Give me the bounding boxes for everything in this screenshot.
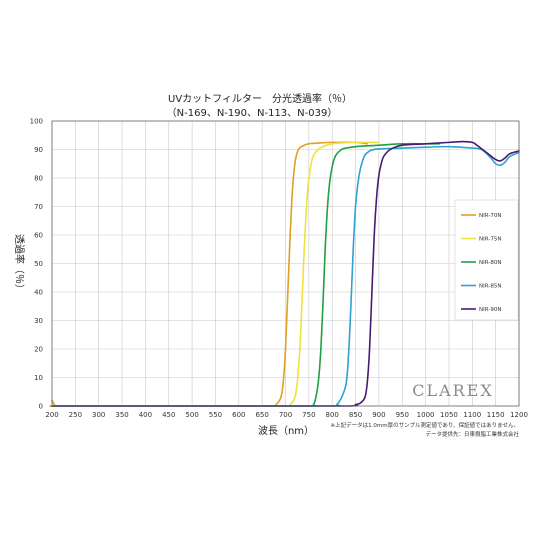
x-tick-label: 850 <box>349 411 362 419</box>
measurement-note: ※上記データは1.0mm厚のサンプル測定値であり、保証値ではありません。 <box>331 421 519 429</box>
x-tick-label: 600 <box>232 411 245 419</box>
y-tick-label: 10 <box>34 374 43 382</box>
x-tick-label: 500 <box>185 411 198 419</box>
grid <box>51 120 520 407</box>
legend-label: NIR-70N <box>479 213 501 219</box>
chart-title: UVカットフィルター 分光透過率（％） <box>168 92 352 105</box>
x-tick-label: 750 <box>302 411 315 419</box>
y-tick-label: 70 <box>34 203 43 211</box>
x-tick-label: 350 <box>115 411 128 419</box>
x-tick-label: 300 <box>92 411 105 419</box>
series-line-nir-90n <box>51 140 520 407</box>
y-tick-label: 50 <box>34 260 43 268</box>
legend-label: NIR-75N <box>479 237 501 243</box>
y-tick-label: 30 <box>34 317 43 325</box>
x-tick-label: 450 <box>162 411 175 419</box>
legend-label: NIR-80N <box>479 260 501 266</box>
series-line-nir-85n <box>51 145 520 407</box>
x-axis-title: 波長（nm） <box>258 424 314 437</box>
y-tick-label: 100 <box>30 118 43 126</box>
x-axis-ticks: 200 250 300 350 400 450 500 550 600 650 700 750 800 8… <box>45 411 528 419</box>
y-axis-title: 透過率（％） <box>13 234 26 294</box>
chart-subtitle: （N-169、N-190、N-113、N-039） <box>167 107 338 119</box>
x-tick-label: 700 <box>279 411 292 419</box>
x-tick-label: 200 <box>45 411 58 419</box>
x-tick-label: 250 <box>69 411 82 419</box>
legend-label: NIR-85N <box>479 284 501 290</box>
x-tick-label: 900 <box>372 411 385 419</box>
y-axis-ticks: 0 10 20 30 40 50 60 70 80 90 100 <box>30 118 43 411</box>
y-tick-label: 40 <box>34 289 43 297</box>
y-tick-label: 20 <box>34 346 43 354</box>
x-tick-label: 1000 <box>417 411 435 419</box>
x-tick-label: 400 <box>139 411 152 419</box>
x-tick-label: 950 <box>396 411 409 419</box>
y-tick-label: 90 <box>34 146 43 154</box>
y-tick-label: 0 <box>39 403 43 411</box>
y-tick-label: 60 <box>34 232 43 240</box>
x-tick-label: 650 <box>255 411 268 419</box>
legend-box <box>454 199 519 321</box>
legend-label: NIR-90N <box>479 307 501 313</box>
brand-watermark: CLAREX <box>412 381 494 400</box>
plot-area-border <box>51 120 520 407</box>
y-tick-label: 80 <box>34 175 43 183</box>
x-tick-label: 1100 <box>463 411 481 419</box>
x-tick-label: 1050 <box>440 411 458 419</box>
x-tick-label: 800 <box>326 411 339 419</box>
x-tick-label: 1200 <box>510 411 528 419</box>
data-source-note: データ提供先：日東樹脂工業株式会社 <box>425 430 519 438</box>
legend: NIR-70N NIR-75N NIR-80N NIR-85N NIR-90N <box>454 199 519 321</box>
series-line-nir-80n <box>51 142 441 407</box>
x-tick-label: 1150 <box>487 411 505 419</box>
x-tick-label: 550 <box>209 411 222 419</box>
